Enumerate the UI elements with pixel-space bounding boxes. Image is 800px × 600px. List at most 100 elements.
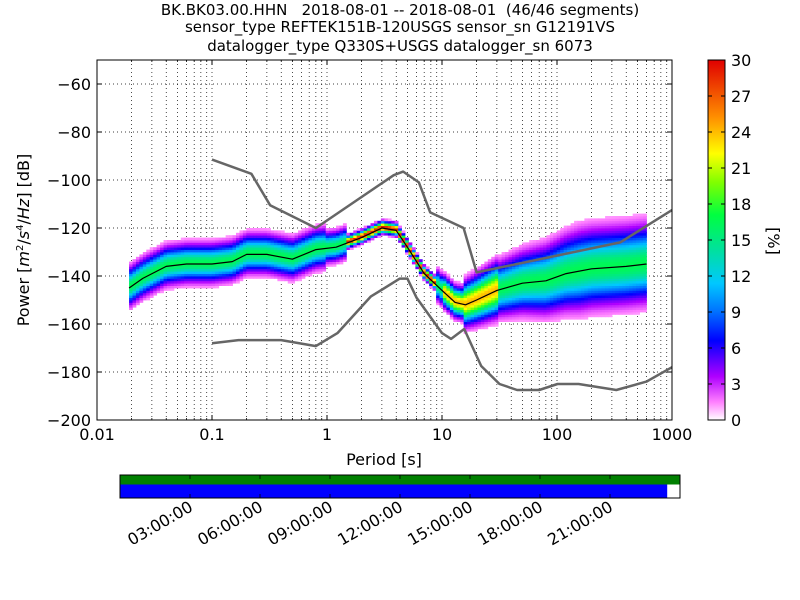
heatmap-cell bbox=[180, 268, 185, 272]
heatmap-cell bbox=[574, 304, 578, 308]
heatmap-cell bbox=[511, 276, 516, 279]
heatmap-cell bbox=[398, 237, 402, 241]
heatmap-cell bbox=[536, 273, 540, 277]
heatmap-cell bbox=[594, 276, 599, 279]
heatmap-cell bbox=[515, 256, 520, 260]
heatmap-cell bbox=[580, 288, 585, 291]
heatmap-cell bbox=[156, 280, 161, 284]
heatmap-cell bbox=[470, 309, 475, 313]
heatmap-cell bbox=[556, 268, 561, 272]
heatmap-cell bbox=[629, 242, 634, 246]
timeline-tick-label: 21:00:00 bbox=[544, 497, 616, 549]
heatmap-cell bbox=[318, 261, 323, 265]
heatmap-cell bbox=[618, 271, 623, 274]
heatmap-cell bbox=[560, 254, 565, 258]
heatmap-cell bbox=[467, 328, 471, 332]
heatmap-cell bbox=[318, 225, 323, 229]
heatmap-cell bbox=[580, 309, 585, 313]
heatmap-cell bbox=[570, 261, 575, 265]
heatmap-cell bbox=[391, 235, 396, 238]
heatmap-cell bbox=[643, 220, 647, 224]
heatmap-cell bbox=[218, 266, 223, 270]
heatmap-cell bbox=[211, 278, 216, 282]
heatmap-cell bbox=[611, 247, 616, 250]
heatmap-cell bbox=[625, 220, 630, 224]
heatmap-cell bbox=[311, 228, 316, 231]
heatmap-cell bbox=[270, 252, 275, 255]
heatmap-cell bbox=[129, 283, 133, 286]
heatmap-cell bbox=[518, 256, 523, 260]
heatmap-cell bbox=[211, 242, 216, 246]
heatmap-cell bbox=[508, 295, 513, 298]
heatmap-cell bbox=[418, 268, 423, 272]
x-tick-label: 100 bbox=[542, 425, 573, 444]
heatmap-cell bbox=[332, 237, 337, 241]
heatmap-cell bbox=[636, 259, 640, 262]
heatmap-cell bbox=[322, 235, 327, 238]
heatmap-cell bbox=[643, 276, 647, 279]
heatmap-cell bbox=[529, 312, 534, 315]
heatmap-cell bbox=[543, 261, 547, 265]
heatmap-cell bbox=[235, 242, 240, 246]
heatmap-cell bbox=[539, 247, 544, 250]
heatmap-cell bbox=[135, 300, 140, 303]
heatmap-cell bbox=[594, 278, 599, 282]
heatmap-cell bbox=[315, 247, 320, 250]
heatmap-cell bbox=[546, 285, 551, 289]
heatmap-cell bbox=[263, 259, 268, 262]
heatmap-cell bbox=[580, 271, 585, 274]
heatmap-cell bbox=[560, 312, 565, 315]
heatmap-cell bbox=[598, 268, 603, 272]
heatmap-cell bbox=[625, 280, 630, 284]
heatmap-cell bbox=[456, 314, 461, 318]
heatmap-cell bbox=[615, 271, 620, 274]
heatmap-cell bbox=[222, 271, 227, 274]
heatmap-cell bbox=[129, 278, 133, 282]
heatmap-cell bbox=[474, 288, 478, 291]
heatmap-cell bbox=[549, 259, 554, 262]
heatmap-cell bbox=[408, 242, 413, 246]
heatmap-cell bbox=[560, 228, 565, 231]
heatmap-cell bbox=[304, 259, 309, 262]
heatmap-cell bbox=[298, 232, 302, 236]
heatmap-cell bbox=[329, 249, 333, 253]
heatmap-cell bbox=[156, 266, 161, 270]
heatmap-cell bbox=[315, 230, 320, 234]
heatmap-cell bbox=[601, 220, 606, 224]
heatmap-cell bbox=[511, 247, 516, 250]
heatmap-cell bbox=[163, 261, 168, 265]
heatmap-cell bbox=[277, 266, 282, 270]
heatmap-cell bbox=[525, 307, 530, 310]
heatmap-cell bbox=[605, 307, 609, 310]
heatmap-cell bbox=[577, 309, 582, 313]
heatmap-cell bbox=[442, 300, 447, 303]
heatmap-cell bbox=[605, 314, 609, 318]
heatmap-cell bbox=[329, 264, 333, 267]
heatmap-cell bbox=[580, 307, 585, 310]
heatmap-cell bbox=[425, 278, 430, 282]
heatmap-cell bbox=[184, 266, 189, 270]
heatmap-cell bbox=[249, 259, 254, 262]
heatmap-cell bbox=[480, 321, 485, 325]
heatmap-cell bbox=[446, 309, 451, 313]
heatmap-cell bbox=[263, 235, 268, 238]
heatmap-cell bbox=[439, 273, 444, 277]
heatmap-cell bbox=[608, 223, 613, 226]
heatmap-cell bbox=[598, 307, 603, 310]
heatmap-cell bbox=[539, 264, 544, 267]
heatmap-cell bbox=[584, 290, 589, 294]
heatmap-cell bbox=[415, 256, 420, 260]
heatmap-cell bbox=[515, 285, 520, 289]
heatmap-cell bbox=[149, 292, 154, 296]
heatmap-cell bbox=[622, 218, 627, 222]
heatmap-cell bbox=[580, 225, 585, 229]
heatmap-cell bbox=[439, 271, 444, 274]
heatmap-cell bbox=[636, 213, 640, 217]
heatmap-cell bbox=[577, 314, 582, 318]
heatmap-cell bbox=[543, 302, 547, 306]
heatmap-cell bbox=[467, 300, 471, 303]
heatmap-cell bbox=[594, 235, 599, 238]
heatmap-cell bbox=[167, 249, 171, 253]
heatmap-cell bbox=[605, 295, 609, 298]
heatmap-cell bbox=[618, 288, 623, 291]
